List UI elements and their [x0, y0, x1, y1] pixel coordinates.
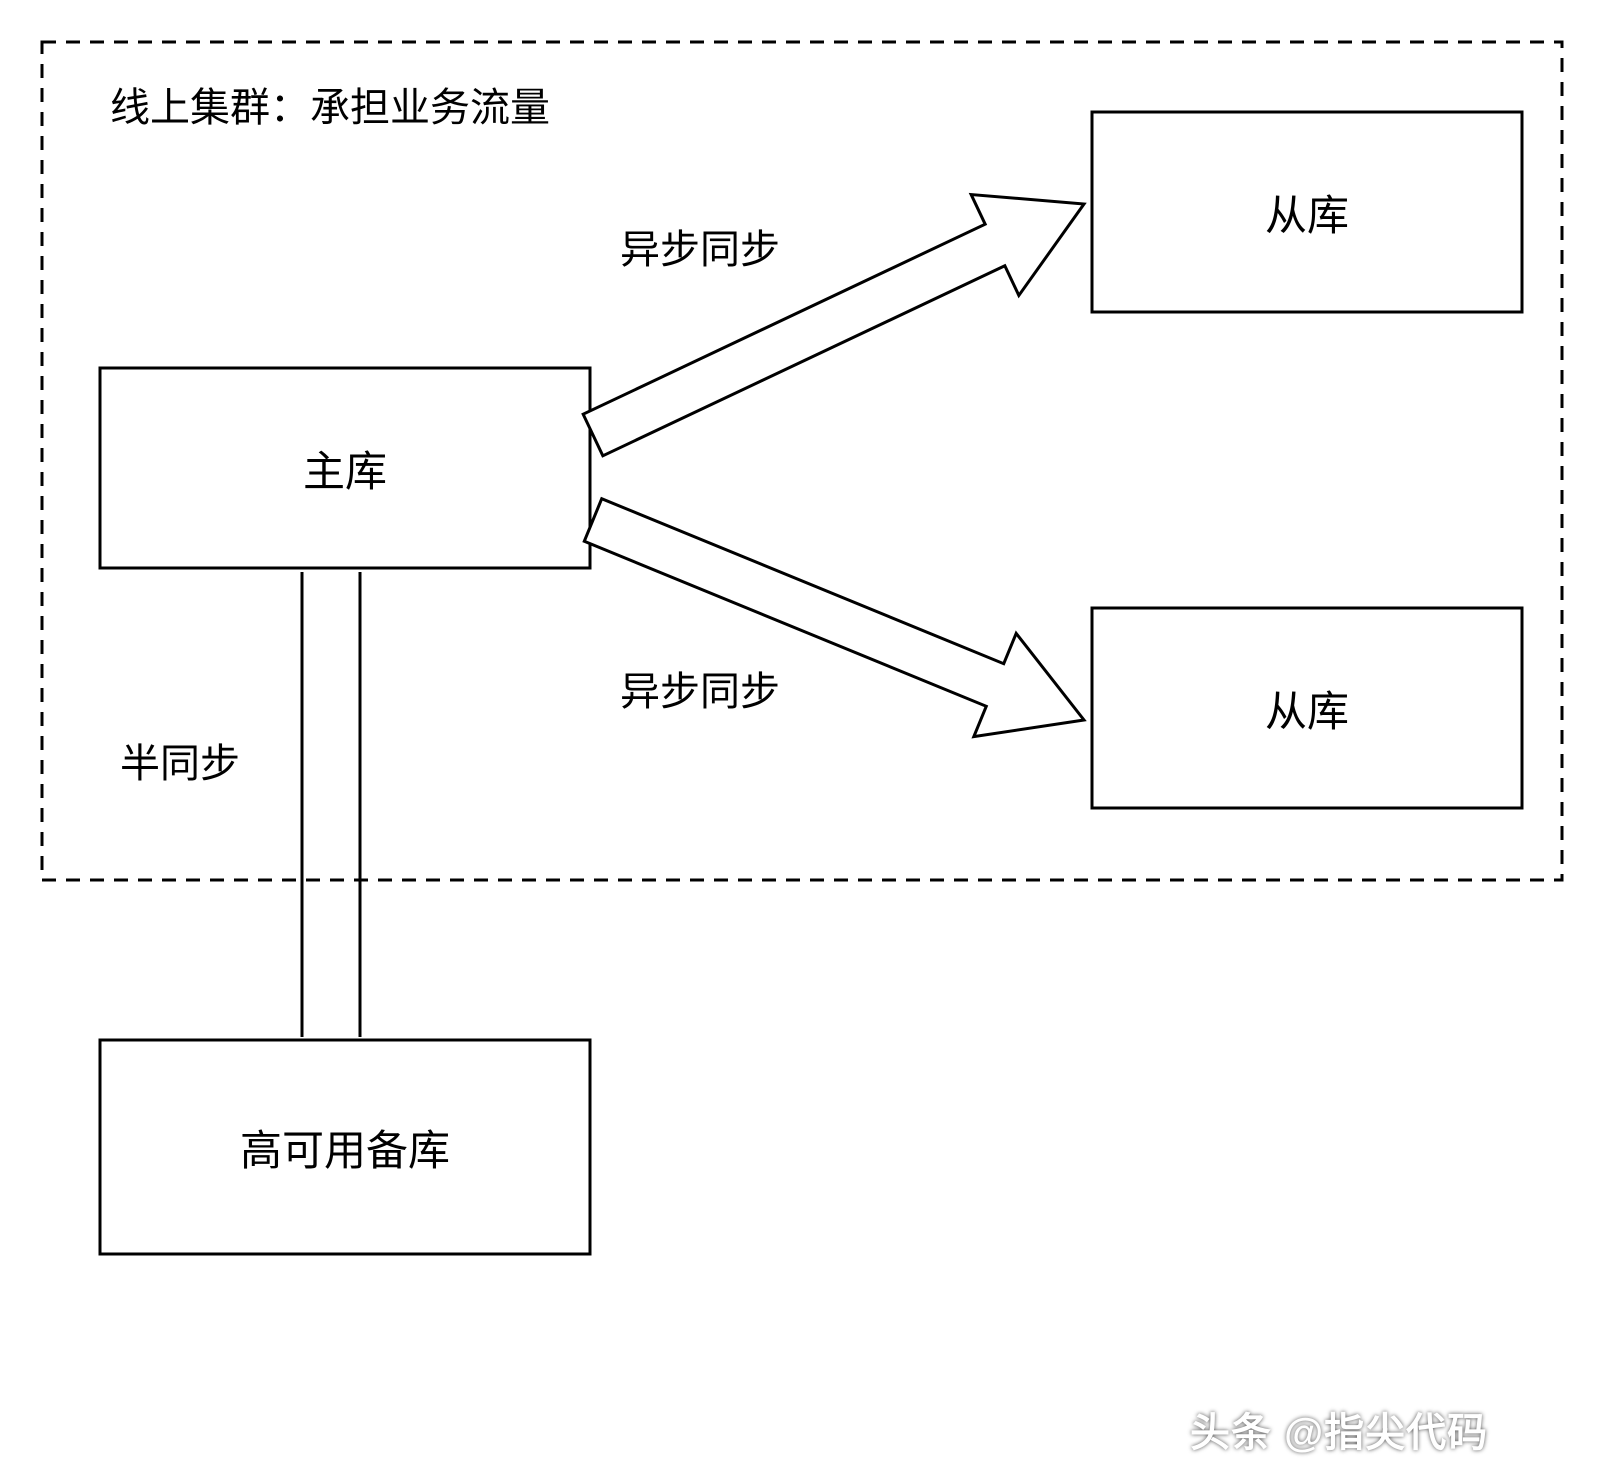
- watermark-text: 头条 @指尖代码: [1190, 1400, 1488, 1458]
- cluster-title: 线上集群：承担业务流量: [110, 74, 1010, 134]
- node-slave1-label: 从库: [1092, 112, 1522, 312]
- node-backup-label: 高可用备库: [100, 1040, 590, 1254]
- edge-to-backup-label: 半同步: [120, 732, 320, 788]
- edge-to-slave2-label: 异步同步: [620, 660, 880, 716]
- node-slave2-label: 从库: [1092, 608, 1522, 808]
- edge-to-slave1-label: 异步同步: [620, 218, 880, 274]
- node-master-label: 主库: [100, 368, 590, 568]
- diagram-canvas: { "diagram": { "type": "flowchart", "bac…: [0, 0, 1604, 1472]
